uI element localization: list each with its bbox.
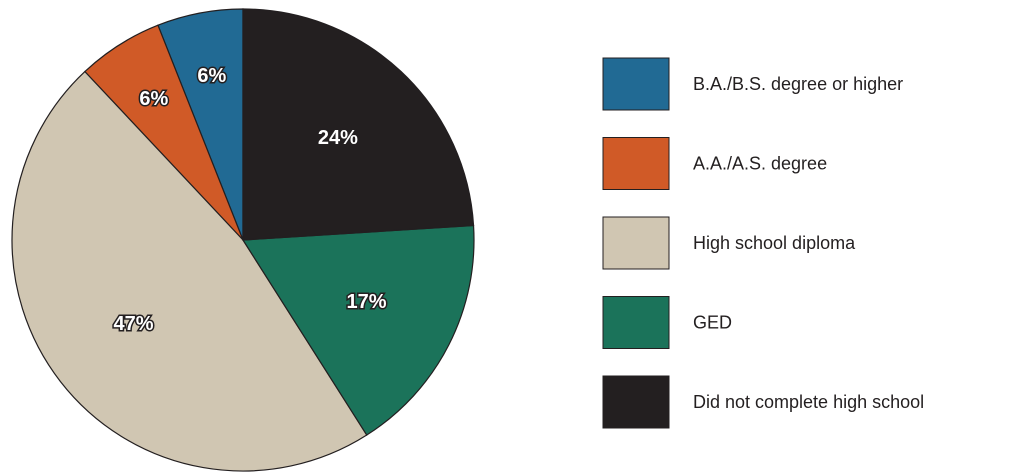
legend-label: GED [693,312,732,332]
data-label: 24% [318,127,358,149]
data-label: 6% [139,88,168,110]
legend-swatch [602,57,670,111]
data-label: 47% [113,313,153,335]
legend-swatch [602,375,670,429]
legend-swatch [602,216,670,270]
pie-slice [241,224,475,436]
legend-label: B.A./B.S. degree or higher [693,74,903,94]
pie-slice [11,70,368,472]
data-label: 6% [197,65,226,87]
legend-label: A.A./A.S. degree [693,153,827,173]
legend-label: High school diploma [693,233,856,253]
pie-slice [242,8,475,241]
data-label: 17% [346,291,386,313]
legend-swatch [602,296,670,349]
legend-swatch [602,137,670,190]
legend-label: Did not complete high school [693,392,924,412]
